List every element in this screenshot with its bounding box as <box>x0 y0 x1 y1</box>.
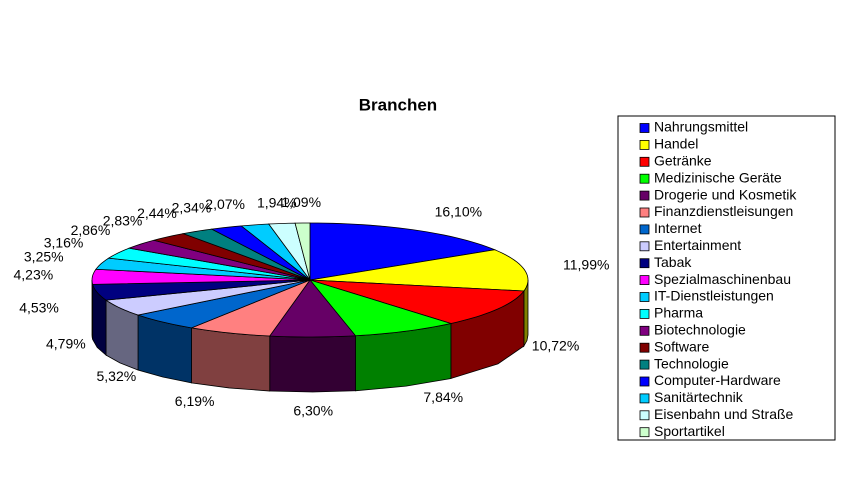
slice-side <box>91 279 94 340</box>
legend-swatch <box>639 359 650 370</box>
slice <box>127 239 311 281</box>
legend-label: Tabak <box>654 254 692 270</box>
legend-swatch <box>639 308 650 319</box>
data-label: 16,10% <box>435 203 482 219</box>
slice <box>104 279 311 316</box>
legend-label: Computer-Hardware <box>654 372 781 388</box>
legend-swatch <box>639 173 650 184</box>
legend-label: Sanitärtechnik <box>654 389 744 405</box>
data-label: 1,94% <box>257 194 297 210</box>
legend-swatch <box>639 156 650 167</box>
slice <box>294 222 311 281</box>
legend-label: Software <box>654 338 709 354</box>
legend-swatch <box>639 224 650 235</box>
data-label: 2,07% <box>205 196 245 212</box>
data-label: 6,19% <box>175 393 215 409</box>
slice <box>107 247 311 281</box>
legend-label: Nahrungsmittel <box>654 119 748 135</box>
legend-label: Sportartikel <box>654 423 725 439</box>
legend-label: Technologie <box>654 355 729 371</box>
legend-label: Entertainment <box>654 237 741 253</box>
legend-label: IT-Dienstleistungen <box>654 288 774 304</box>
legend-swatch <box>639 325 650 336</box>
legend-swatch <box>639 207 650 218</box>
slice <box>309 279 525 324</box>
data-label: 2,83% <box>103 212 143 228</box>
data-label: 2,44% <box>137 205 177 221</box>
legend-label: Pharma <box>654 305 703 321</box>
legend-swatch <box>639 427 650 438</box>
slice <box>136 279 311 329</box>
legend-swatch <box>639 410 650 421</box>
data-label: 4,79% <box>46 335 86 351</box>
legend-swatch <box>639 275 650 286</box>
legend-label: Eisenbahn und Straße <box>654 406 794 422</box>
data-label: 11,99% <box>563 257 609 273</box>
data-label: 6,30% <box>293 403 333 419</box>
legend-swatch <box>639 139 650 150</box>
slice <box>153 233 311 281</box>
slice-side <box>191 327 271 392</box>
legend-swatch <box>639 292 650 302</box>
data-label: 3,16% <box>44 234 84 250</box>
legend-label: Drogerie und Kosmetik <box>654 186 797 202</box>
legend-swatch <box>639 376 650 387</box>
legend-label: Spezialmaschinenbau <box>654 271 791 287</box>
legend-label: Medizinische Geräte <box>654 169 782 185</box>
legend-label: Biotechnologie <box>654 322 746 338</box>
data-label: 3,25% <box>24 249 64 265</box>
legend-swatch <box>639 258 650 269</box>
legend-swatch <box>639 123 650 133</box>
slice <box>308 279 453 337</box>
data-label: 1,09% <box>281 194 321 210</box>
legend-label: Internet <box>654 220 702 236</box>
data-label: 2,86% <box>71 222 111 238</box>
legend-label: Handel <box>654 136 698 152</box>
data-label: 7,84% <box>423 389 463 405</box>
data-label: 10,72% <box>532 338 579 354</box>
slice <box>190 279 312 337</box>
slice <box>309 222 497 281</box>
legend-swatch <box>639 241 650 252</box>
legend-swatch <box>639 393 650 404</box>
legend-swatch <box>639 190 650 201</box>
slice <box>92 279 311 301</box>
slice <box>181 228 311 281</box>
slice <box>309 249 529 292</box>
data-label: 5,32% <box>96 368 136 384</box>
data-label: 4,23% <box>13 266 53 282</box>
legend-label: Getränke <box>654 153 712 169</box>
legend-label: Finanzdienstleisungen <box>654 203 793 219</box>
data-label: 2,34% <box>172 200 212 216</box>
legend-box <box>617 115 836 441</box>
slice <box>91 268 311 285</box>
slice-side <box>269 335 356 393</box>
chart-title: Branchen <box>359 95 437 114</box>
slice <box>268 279 357 338</box>
legend-swatch <box>639 342 650 353</box>
slice <box>210 225 311 281</box>
data-label: 4,53% <box>19 299 59 315</box>
